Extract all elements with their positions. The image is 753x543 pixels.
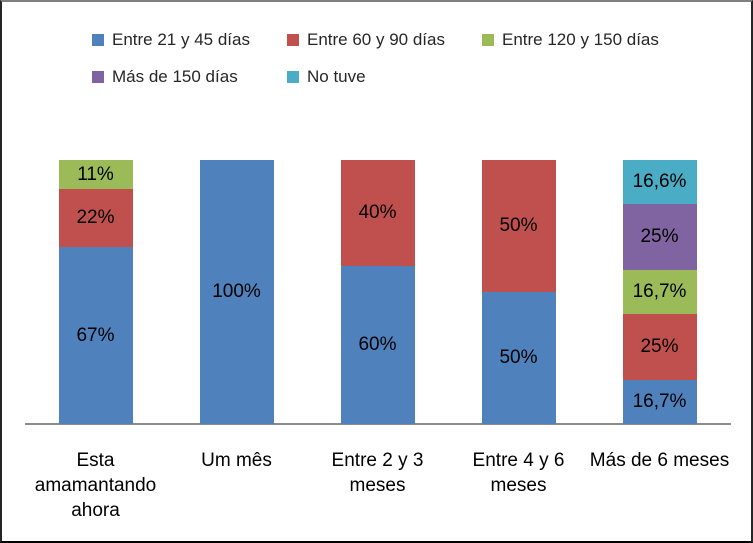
legend-item: Entre 60 y 90 días [287,29,445,51]
bar-segment-label: 60% [358,333,397,355]
legend-label: Entre 21 y 45 días [112,30,250,49]
x-axis-category-label: Um mês [201,450,272,471]
bar-segment-label: 40% [358,201,397,223]
x-axis-category-label: Esta amamantando ahora [34,450,157,521]
bar-segment-label: 16,7% [632,280,687,302]
bar-segment: 25% [622,313,697,380]
bar-segment-label: 11% [77,163,114,185]
legend-item: Más de 150 días [92,66,238,88]
bar-segment: 11% [58,160,133,190]
bar-segment: 60% [340,265,415,424]
bar-segment: 67% [58,247,133,424]
legend-swatch [92,71,104,83]
bar-segment-label: 100% [212,281,261,302]
bar-segment: 16,7% [622,379,697,424]
legend-item: Entre 21 y 45 días [92,29,250,51]
bar-segment: 16,6% [622,160,697,204]
bar-2: 100% [199,160,274,424]
legend-label: Entre 120 y 150 días [502,30,659,49]
bar-segment: 100% [199,160,274,424]
legend-swatch [482,34,494,46]
bar-segment-label: 16,7% [632,390,687,412]
bar-segment: 25% [622,203,697,270]
legend-label: Entre 60 y 90 días [307,30,445,49]
bar-5: 16,6% 25% 16,7% 25% 16,7% [622,160,697,424]
bar-segment-label: 67% [76,324,115,346]
bar-segment-label: 25% [640,335,679,357]
bar-segment: 16,7% [622,269,697,314]
bar-segment-label: 50% [499,347,538,368]
bar-4: 50% 50% [481,160,556,424]
x-axis-category-label: Más de 6 meses [589,450,730,471]
bar-1: 11% 22% 67% [58,160,133,424]
bar-segment-label: 25% [640,225,679,247]
legend-swatch [287,34,299,46]
legend-item: No tuve [287,66,366,88]
bar-segment-label: 50% [499,215,538,236]
legend-label: Más de 150 días [112,67,238,86]
bar-segment: 50% [481,160,556,292]
bar-3: 40% 60% [340,160,415,424]
legend-swatch [92,34,104,46]
legend-swatch [287,71,299,83]
bar-segment: 22% [58,189,133,248]
bar-segment-label: 22% [76,207,115,229]
x-axis-category-label: Entre 4 y 6 meses [472,450,565,496]
legend-item: Entre 120 y 150 días [482,29,659,51]
x-axis-line [25,423,731,425]
bar-segment: 50% [481,292,556,424]
bar-segment-label: 16,6% [632,170,687,192]
bar-segment: 40% [340,160,415,266]
x-axis-category-label: Entre 2 y 3 meses [331,450,424,496]
legend-label: No tuve [307,67,366,86]
